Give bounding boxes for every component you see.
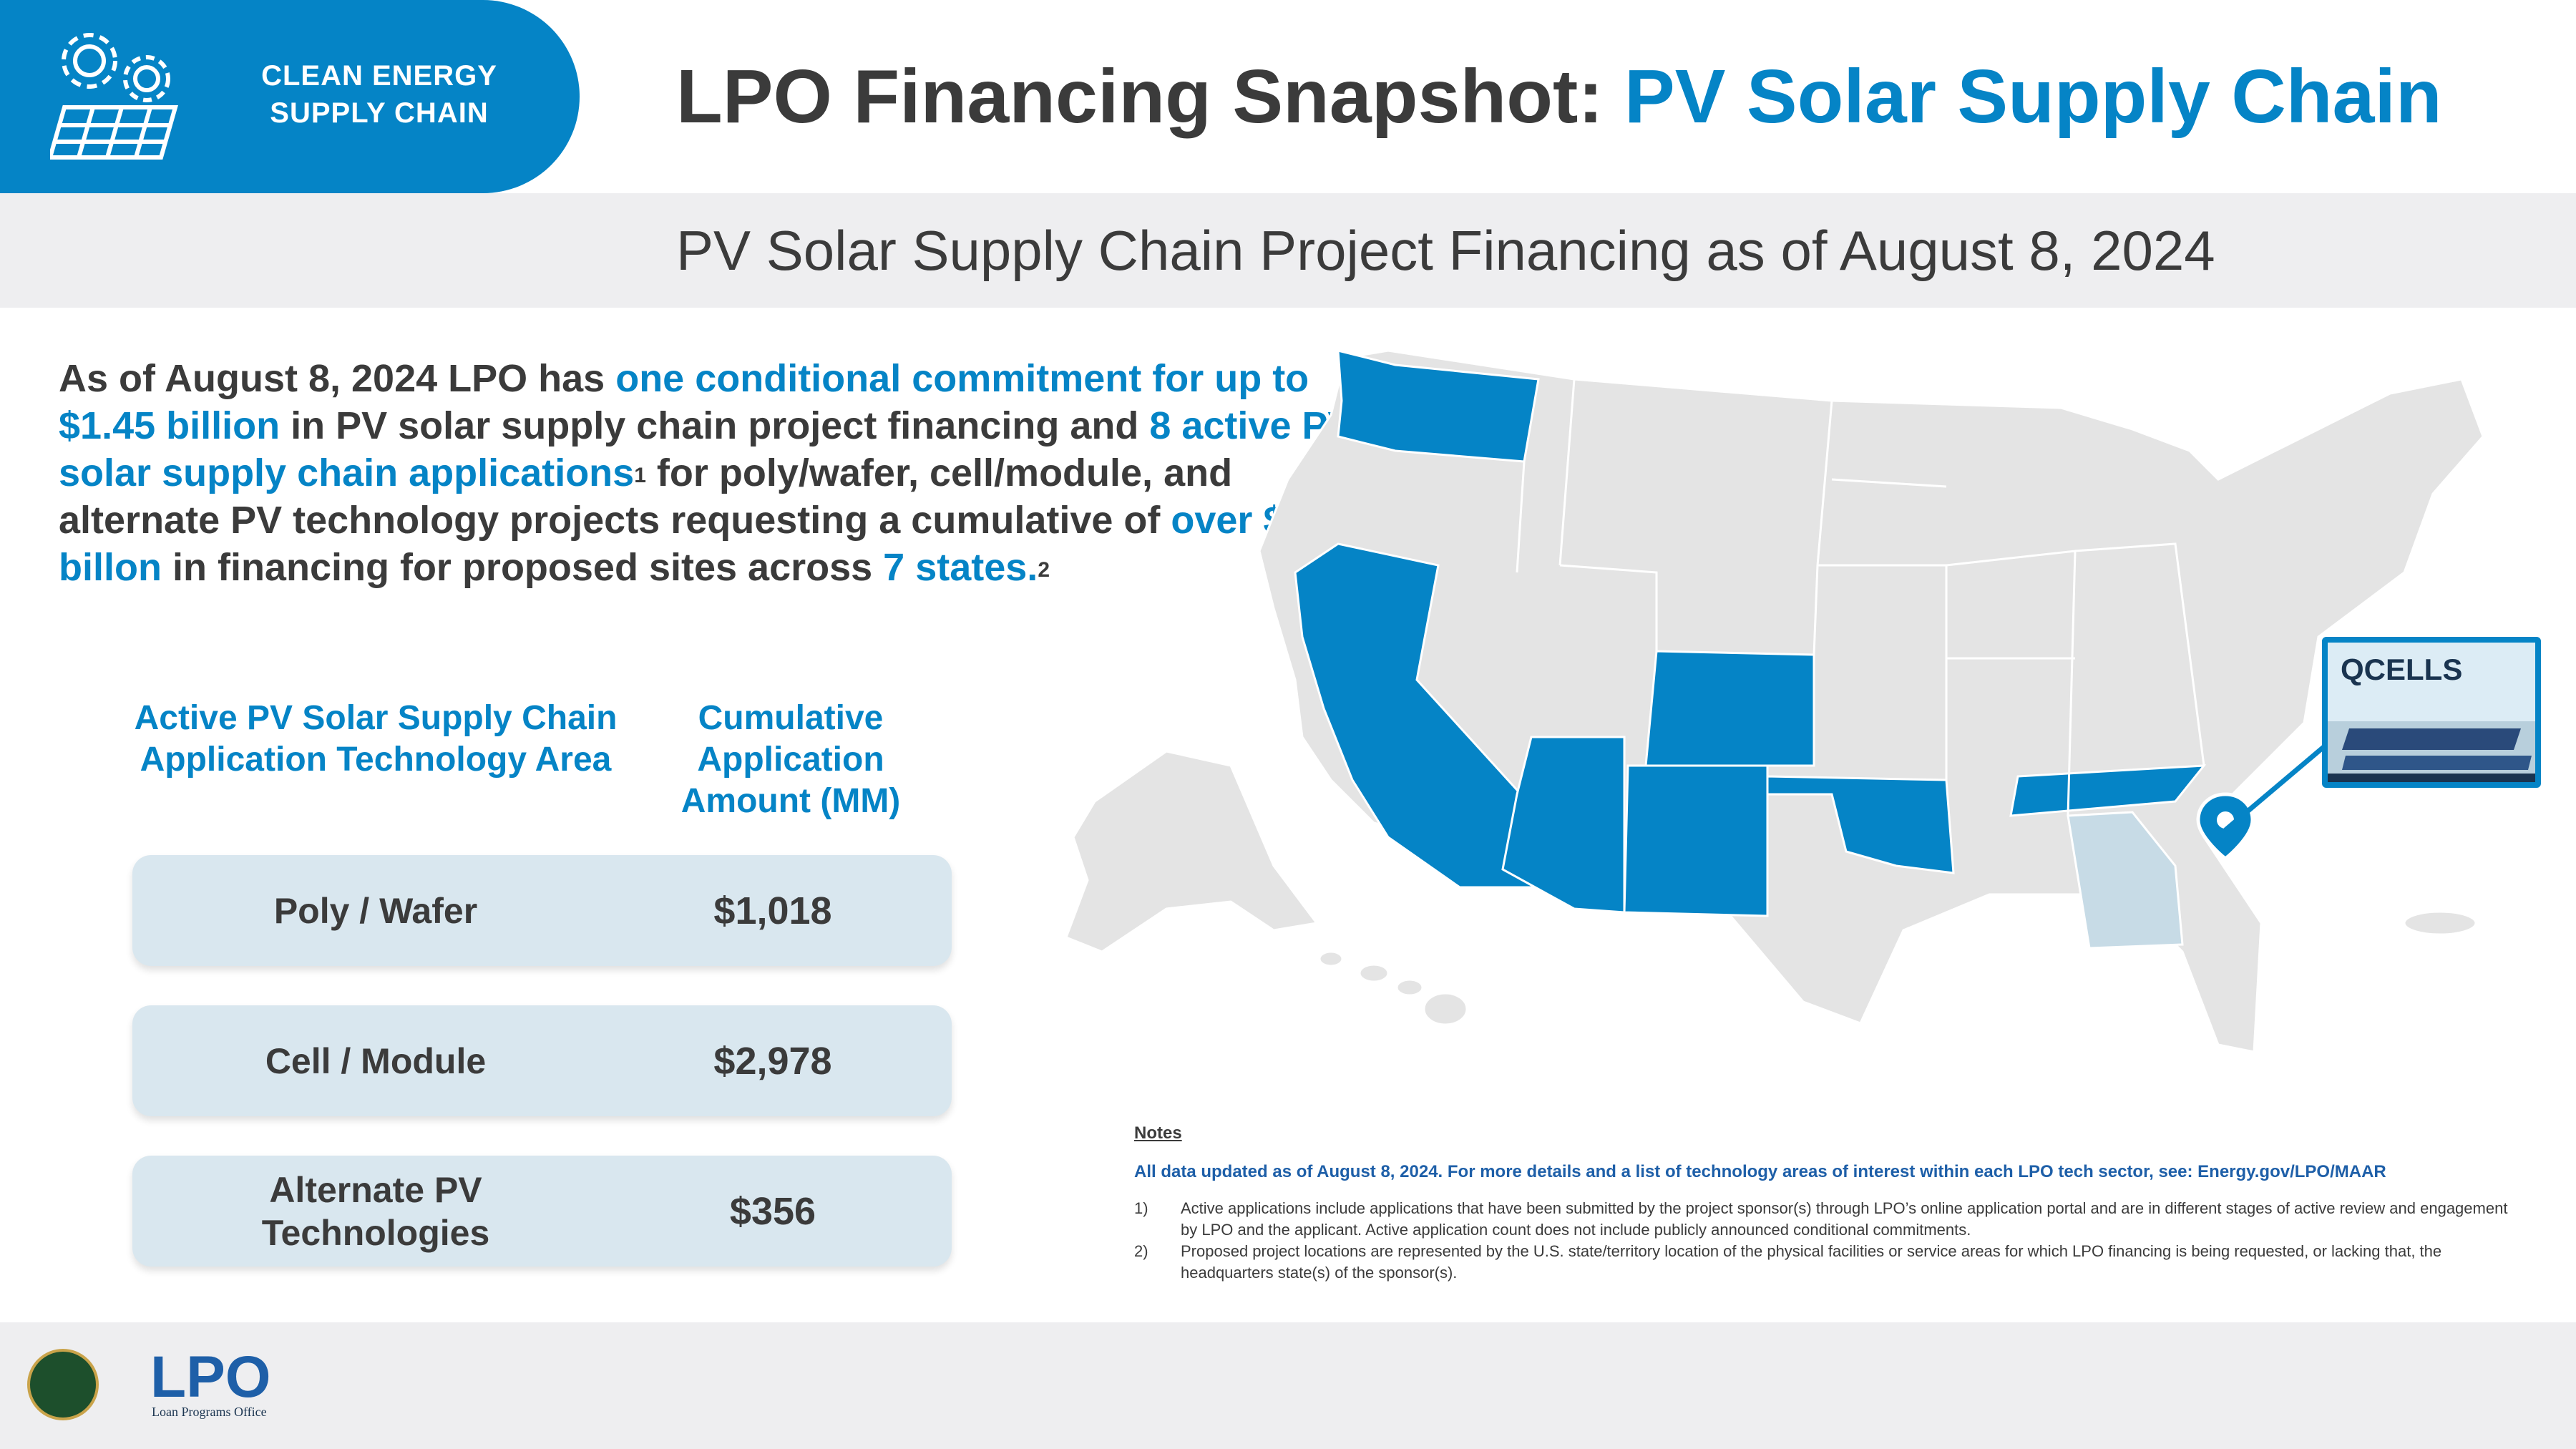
row-amount: $356 bbox=[729, 1189, 816, 1233]
column-header-amount: Cumulative Application Amount (MM) bbox=[680, 699, 901, 820]
badge-line-1: CLEAN ENERGY bbox=[261, 60, 497, 92]
badge-label: CLEAN ENERGY SUPPLY CHAIN bbox=[236, 57, 522, 132]
callout-connector bbox=[2223, 742, 2329, 832]
state-colorado bbox=[1644, 650, 1815, 767]
lpo-logo-text: LPO bbox=[150, 1345, 271, 1410]
callout-brand: QCELLS bbox=[2341, 653, 2463, 686]
hawaii bbox=[1318, 950, 1468, 1026]
summary-highlight-amount: over $4.3 billon bbox=[59, 499, 1339, 589]
footnote-1: 1) Active applications include applicatio… bbox=[1134, 1198, 2515, 1241]
state-georgia bbox=[2067, 811, 2184, 950]
state-borders bbox=[1516, 379, 2205, 816]
notes-heading: Notes bbox=[1134, 1123, 1182, 1143]
footnote-text: Active applications include applications… bbox=[1181, 1199, 2508, 1239]
footnote-number: 2) bbox=[1134, 1242, 1148, 1260]
summary-text-1: As of August 8, 2024 LPO has bbox=[59, 357, 616, 400]
state-oklahoma bbox=[1766, 775, 1955, 874]
page-title: LPO Financing Snapshot: PV Solar Supply … bbox=[676, 50, 2551, 143]
title-accent: PV Solar Supply Chain bbox=[1624, 54, 2442, 139]
footnote-ref-2: 2 bbox=[1038, 558, 1050, 582]
footer-bar bbox=[0, 1322, 2576, 1449]
maar-link[interactable]: Energy.gov/LPO/MAAR bbox=[2197, 1162, 2386, 1181]
title-main: LPO Financing Snapshot: bbox=[676, 54, 1604, 139]
us-map bbox=[1065, 349, 2484, 1053]
summary-text-2: in PV solar supply chain project financi… bbox=[280, 404, 1150, 447]
subtitle-band bbox=[0, 193, 2576, 308]
puerto-rico bbox=[2403, 910, 2477, 936]
row-technology: Alternate PV Technologies bbox=[261, 1169, 490, 1253]
callout-panel: QCELLS bbox=[2328, 643, 2535, 782]
lpo-logo-icon: LPO bbox=[150, 1345, 271, 1410]
row-amount: $2,978 bbox=[713, 1039, 832, 1083]
notes-section: Notes All data updated as of August 8, 2… bbox=[1134, 1123, 2515, 1284]
notes-update-text: All data updated as of August 8, 2024. F… bbox=[1134, 1162, 2198, 1181]
qcells-callout: QCELLS bbox=[2322, 637, 2541, 788]
footnote-2: 2) Proposed project locations are represe… bbox=[1134, 1241, 2515, 1284]
summary-paragraph: As of August 8, 2024 LPO has one conditi… bbox=[59, 355, 1361, 591]
summary-text-4: in financing for proposed sites across bbox=[161, 546, 884, 589]
state-california bbox=[1294, 542, 1561, 889]
summary-highlight-states: 7 states. bbox=[883, 546, 1038, 589]
footnote-number: 1) bbox=[1134, 1199, 1148, 1217]
summary-highlight-commitment: one conditional commitment for up to $1.… bbox=[59, 357, 1309, 447]
state-tennessee bbox=[2009, 764, 2207, 817]
state-new-mexico bbox=[1623, 764, 1769, 917]
summary-highlight-applications: 8 active PV solar supply chain applicati… bbox=[59, 404, 1354, 494]
table-row: Alternate PV Technologies $356 bbox=[132, 1156, 952, 1267]
row-technology: Cell / Module bbox=[265, 1040, 487, 1081]
summary-text-3: for poly/wafer, cell/module, and alterna… bbox=[59, 452, 1233, 542]
footnote-text: Proposed project locations are represent… bbox=[1181, 1242, 2442, 1282]
row-amount: $1,018 bbox=[713, 889, 832, 932]
page-subtitle: PV Solar Supply Chain Project Financing … bbox=[676, 219, 2215, 282]
solar-plant-icon bbox=[2328, 721, 2535, 782]
row-technology: Poly / Wafer bbox=[273, 890, 478, 931]
notes-update-line: All data updated as of August 8, 2024. F… bbox=[1134, 1162, 2515, 1182]
alaska bbox=[1065, 750, 1319, 953]
lpo-logo-subtitle: Loan Programs Office bbox=[152, 1405, 267, 1419]
badge-line-2: SUPPLY CHAIN bbox=[270, 97, 489, 129]
footnote-ref-1: 1 bbox=[634, 464, 646, 487]
doe-seal-icon bbox=[27, 1349, 99, 1420]
table-row: Cell / Module $2,978 bbox=[132, 1005, 952, 1116]
table-row: Poly / Wafer $1,018 bbox=[132, 855, 952, 966]
column-header-technology: Active PV Solar Supply Chain Application… bbox=[134, 699, 618, 779]
sector-badge: CLEAN ENERGY SUPPLY CHAIN bbox=[0, 0, 580, 193]
state-arizona bbox=[1501, 736, 1626, 914]
gears-solar-panel-icon bbox=[50, 33, 178, 160]
state-washington bbox=[1337, 349, 1540, 463]
